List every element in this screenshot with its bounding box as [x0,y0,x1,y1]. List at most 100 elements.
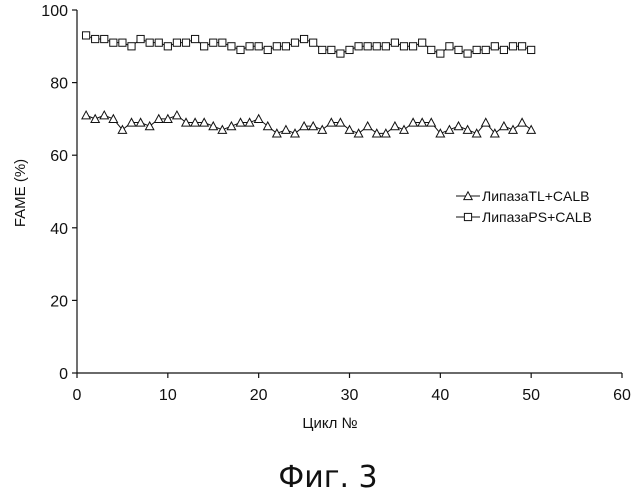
data-point [264,46,271,53]
data-point [119,39,126,46]
data-point [255,43,262,50]
data-point [237,46,244,53]
data-point [300,35,307,42]
data-point [82,32,89,39]
data-point [446,43,453,50]
data-point [391,122,399,130]
data-point [164,43,171,50]
data-point [282,43,289,50]
data-point [509,126,517,134]
data-point [373,43,380,50]
data-point [400,126,408,134]
data-point [318,126,326,134]
data-point [482,118,490,126]
data-point [473,46,480,53]
y-tick-label: 100 [41,3,68,20]
data-point [82,111,90,119]
data-point [182,39,189,46]
y-tick-label: 40 [50,221,68,238]
data-point [246,43,253,50]
legend-item: ЛипазаPS+CALB [456,209,592,225]
data-point [310,39,317,46]
data-point [464,50,471,57]
x-tick-label: 0 [73,387,82,404]
data-point [137,35,144,42]
figure-caption: Фиг. 3 [278,460,377,495]
data-point [527,126,535,134]
data-point [228,43,235,50]
x-tick-label: 20 [250,387,268,404]
series-2 [82,32,534,57]
y-tick-label: 0 [59,366,68,383]
data-point [518,118,526,126]
data-point [173,111,181,119]
data-point [454,122,462,130]
data-point [210,39,217,46]
data-point [409,43,416,50]
legend-label: ЛипазаTL+CALB [482,188,590,204]
data-point [209,122,217,130]
series-layer [82,32,535,137]
x-tick-label: 60 [613,387,631,404]
data-point [363,122,371,130]
data-point [264,122,272,130]
data-point [391,39,398,46]
y-tick-label: 80 [50,76,68,93]
y-tick-label: 60 [50,148,68,165]
data-point [145,122,153,130]
data-point [345,126,353,134]
data-point [191,35,198,42]
data-point [419,39,426,46]
legend-label: ЛипазаPS+CALB [482,209,592,225]
data-point [328,46,335,53]
data-point [173,39,180,46]
data-point [201,43,208,50]
data-point [155,39,162,46]
data-point [146,39,153,46]
data-point [282,126,290,134]
data-point [337,50,344,57]
data-point [500,122,508,130]
data-point [92,35,99,42]
data-point [528,46,535,53]
data-point [509,43,516,50]
data-point [455,46,462,53]
x-tick-label: 40 [431,387,449,404]
data-point [346,46,353,53]
data-point [109,115,117,123]
data-point [364,43,371,50]
data-point [319,46,326,53]
data-point [273,129,281,137]
data-point [437,50,444,57]
x-axis-title: Цикл № [302,415,357,432]
data-point [91,115,99,123]
data-point [110,39,117,46]
data-point [219,39,226,46]
legend: ЛипазаTL+CALB ЛипазаPS+CALB [456,188,592,225]
series-1 [82,111,535,137]
data-point [500,46,507,53]
data-point [445,126,453,134]
data-point [400,43,407,50]
y-tick-label: 20 [50,293,68,310]
data-point [254,115,262,123]
data-point [428,46,435,53]
data-point [382,43,389,50]
x-tick-label: 30 [341,387,359,404]
legend-item: ЛипазаTL+CALB [456,188,590,204]
data-point [482,46,489,53]
data-point [355,43,362,50]
y-axis-title: FAME (%) [12,159,29,227]
x-tick-label: 50 [522,387,540,404]
data-point [100,111,108,119]
legend-marker [464,213,471,220]
data-point [354,129,362,137]
data-point [291,129,299,137]
data-point [291,39,298,46]
data-point [518,43,525,50]
data-point [463,126,471,134]
x-tick-label: 10 [159,387,177,404]
data-point [227,122,235,130]
data-point [491,43,498,50]
